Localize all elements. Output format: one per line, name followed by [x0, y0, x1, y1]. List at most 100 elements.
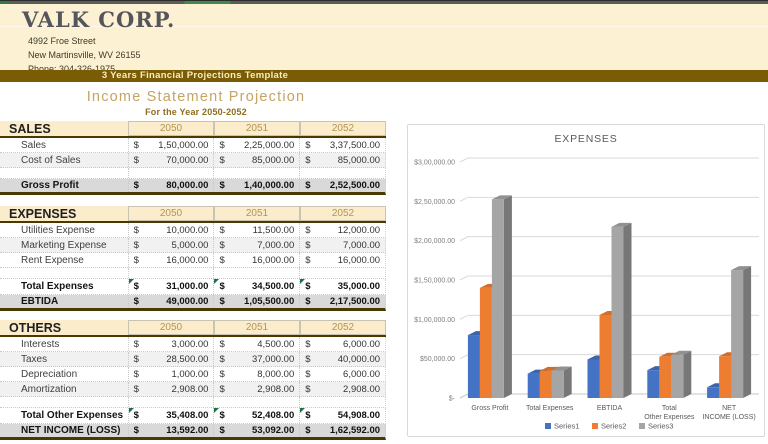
- x-axis-category-label: Total Other Expenses: [644, 405, 695, 421]
- row-label-cell[interactable]: [0, 168, 128, 178]
- value-cell[interactable]: $52,408.00: [213, 408, 299, 423]
- legend-label-Series2[interactable]: Series2: [601, 422, 626, 431]
- value-cell[interactable]: $85,000.00: [213, 153, 299, 167]
- value-cell[interactable]: $13,592.00: [127, 424, 214, 437]
- value-cell[interactable]: [299, 268, 385, 278]
- row-label-cell[interactable]: NET INCOME (LOSS): [21, 425, 121, 436]
- section-header-cell[interactable]: SALES: [0, 121, 128, 136]
- year-header-cell-2051[interactable]: 2051: [214, 206, 300, 221]
- value-cell[interactable]: $2,908.00: [299, 382, 385, 396]
- table-row: Interests $3,000.00 $4,500.00 $6,000.00: [0, 337, 386, 352]
- currency-symbol: $: [305, 281, 311, 292]
- value-cell[interactable]: $2,25,000.00: [213, 138, 299, 152]
- section-header-cell[interactable]: EXPENSES: [0, 206, 128, 221]
- value-cell[interactable]: $7,000.00: [299, 238, 385, 252]
- value-cell[interactable]: $2,52,500.00: [299, 179, 385, 192]
- value-cell[interactable]: $3,37,500.00: [299, 138, 385, 152]
- value-cell[interactable]: [213, 168, 299, 178]
- value-cell[interactable]: $16,000.00: [299, 253, 385, 267]
- row-label-cell[interactable]: Total Other Expenses: [21, 410, 124, 421]
- section-header-cell[interactable]: OTHERS: [0, 320, 128, 335]
- currency-symbol: $: [305, 353, 311, 365]
- row-label-cell[interactable]: Rent Expense: [21, 254, 84, 266]
- year-header-cell-2052[interactable]: 2052: [300, 121, 386, 136]
- year-header-cell-2050[interactable]: 2050: [128, 320, 214, 335]
- value-cell[interactable]: $1,50,000.00: [127, 138, 214, 152]
- value-cell[interactable]: $85,000.00: [299, 153, 385, 167]
- value-cell[interactable]: $1,40,000.00: [213, 179, 299, 192]
- row-label-cell[interactable]: Taxes: [21, 353, 48, 365]
- value-cell[interactable]: $53,092.00: [213, 424, 299, 437]
- value-cell[interactable]: $11,500.00: [213, 223, 299, 237]
- value-cell[interactable]: $1,000.00: [127, 367, 214, 381]
- amount-text: 85,000.00: [251, 154, 295, 166]
- row-label-cell[interactable]: [0, 268, 128, 278]
- value-cell[interactable]: [127, 268, 214, 278]
- value-cell[interactable]: $2,17,500.00: [299, 295, 385, 308]
- value-cell[interactable]: $4,500.00: [213, 337, 299, 351]
- bar-side-Series3: [503, 195, 512, 398]
- legend-label-Series3[interactable]: Series3: [648, 422, 673, 431]
- value-cell[interactable]: [213, 397, 299, 407]
- value-cell[interactable]: $7,000.00: [213, 238, 299, 252]
- amount-text: 54,908.00: [337, 410, 381, 421]
- value-cell[interactable]: $35,408.00: [127, 408, 214, 423]
- value-cell[interactable]: $35,000.00: [299, 279, 385, 294]
- expenses-chart[interactable]: $- $50,000.00 $1,00,000.00 $1,50,000.00 $2,0…: [407, 124, 765, 437]
- row-label-cell[interactable]: Marketing Expense: [21, 239, 107, 251]
- value-cell[interactable]: $49,000.00: [127, 295, 214, 308]
- statement-subtitle: For the Year 2050-2052: [145, 107, 247, 117]
- amount-text: 16,000.00: [337, 254, 381, 266]
- value-cell[interactable]: $31,000.00: [127, 279, 214, 294]
- value-cell[interactable]: $1,62,592.00: [299, 424, 385, 437]
- value-cell[interactable]: $2,908.00: [127, 382, 214, 396]
- row-label-cell[interactable]: Depreciation: [21, 368, 78, 380]
- currency-symbol: $: [305, 383, 311, 395]
- value-cell[interactable]: $16,000.00: [127, 253, 214, 267]
- year-header-cell-2052[interactable]: 2052: [300, 320, 386, 335]
- value-cell[interactable]: $5,000.00: [127, 238, 214, 252]
- value-cell[interactable]: [299, 397, 385, 407]
- value-cell[interactable]: [299, 168, 385, 178]
- bar-Series3-1: [491, 199, 504, 398]
- value-cell[interactable]: [127, 168, 214, 178]
- value-cell[interactable]: $10,000.00: [127, 223, 214, 237]
- row-label-cell[interactable]: Gross Profit: [21, 180, 79, 191]
- company-address: 4992 Froe Street New Martinsville, WV 26…: [28, 34, 141, 76]
- value-cell[interactable]: $54,908.00: [299, 408, 385, 423]
- value-cell[interactable]: $40,000.00: [299, 352, 385, 366]
- value-cell[interactable]: $1,05,500.00: [213, 295, 299, 308]
- value-cell[interactable]: $2,908.00: [213, 382, 299, 396]
- value-cell[interactable]: [213, 268, 299, 278]
- row-label-cell[interactable]: [0, 397, 128, 407]
- legend-label-Series1[interactable]: Series1: [554, 422, 579, 431]
- year-header-cell-2051[interactable]: 2051: [214, 121, 300, 136]
- value-cell[interactable]: $3,000.00: [127, 337, 214, 351]
- row-label-cell[interactable]: Total Expenses: [21, 281, 94, 292]
- value-cell[interactable]: [127, 397, 214, 407]
- value-cell[interactable]: $34,500.00: [213, 279, 299, 294]
- row-label-cell[interactable]: Cost of Sales: [21, 154, 81, 166]
- value-cell[interactable]: $8,000.00: [213, 367, 299, 381]
- row-label-cell[interactable]: Interests: [21, 338, 60, 350]
- row-label-cell[interactable]: Amortization: [21, 383, 77, 395]
- value-cell[interactable]: $37,000.00: [213, 352, 299, 366]
- y-axis-tick-label: $1,00,000.00: [414, 317, 455, 324]
- value-cell[interactable]: $80,000.00: [127, 179, 214, 192]
- year-header-cell-2051[interactable]: 2051: [214, 320, 300, 335]
- y-axis-tick-label: $2,50,000.00: [414, 199, 455, 206]
- amount-text: 35,000.00: [337, 281, 381, 292]
- row-label-cell[interactable]: Utilities Expense: [21, 224, 95, 236]
- value-cell[interactable]: $70,000.00: [127, 153, 214, 167]
- year-header-cell-2050[interactable]: 2050: [128, 121, 214, 136]
- row-label-cell[interactable]: Sales: [21, 139, 47, 151]
- value-cell[interactable]: $28,500.00: [127, 352, 214, 366]
- value-cell[interactable]: $6,000.00: [299, 367, 385, 381]
- year-header-cell-2050[interactable]: 2050: [128, 206, 214, 221]
- value-cell[interactable]: $6,000.00: [299, 337, 385, 351]
- value-cell[interactable]: $16,000.00: [213, 253, 299, 267]
- row-label-cell[interactable]: EBTIDA: [21, 296, 59, 307]
- year-header-cell-2052[interactable]: 2052: [300, 206, 386, 221]
- value-cell[interactable]: $12,000.00: [299, 223, 385, 237]
- sheet-top-row-strip: [0, 0, 768, 4]
